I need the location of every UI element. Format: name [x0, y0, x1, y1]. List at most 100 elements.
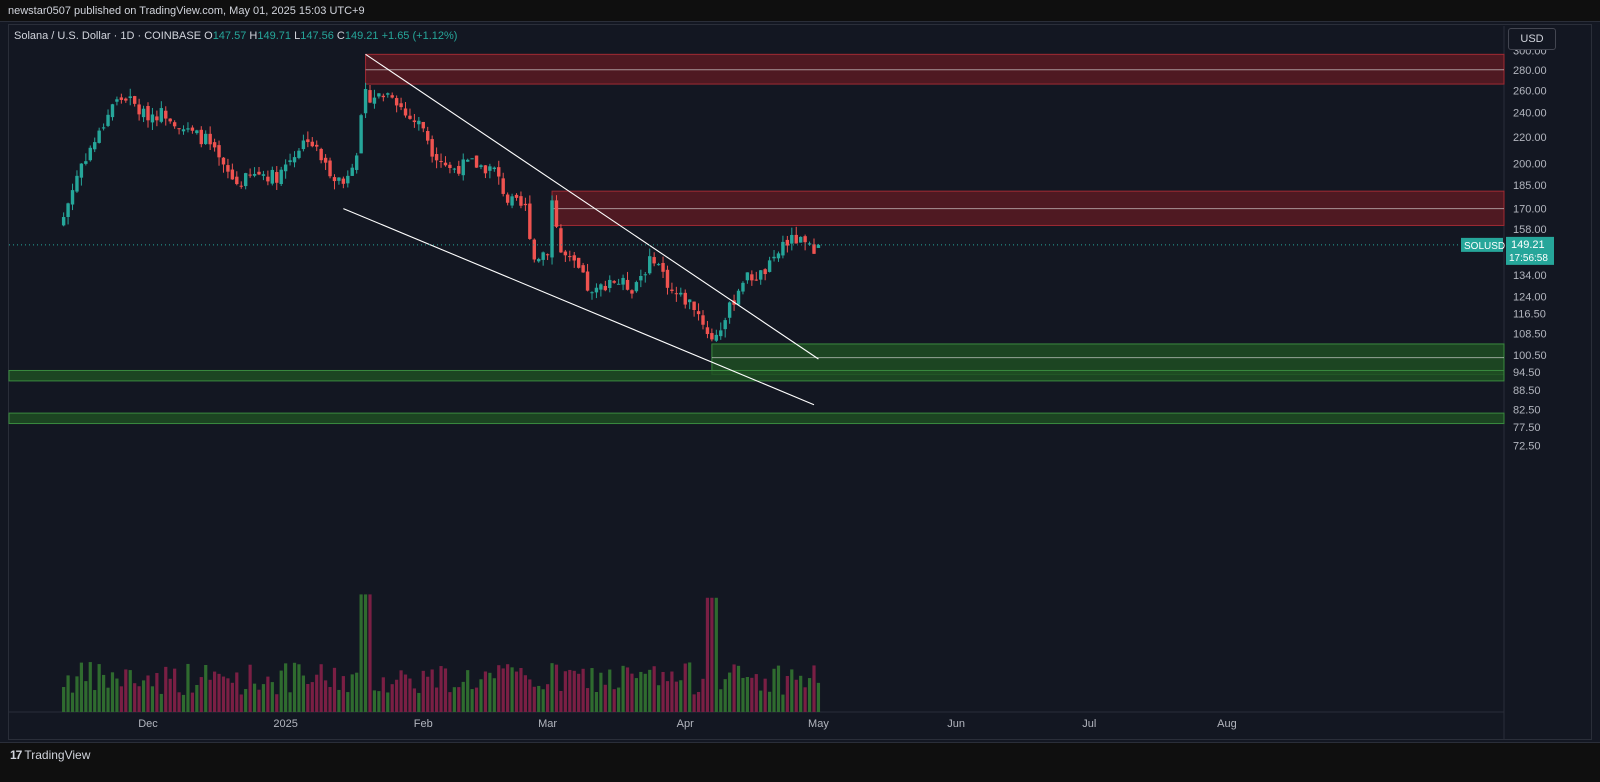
candle-body	[550, 200, 554, 258]
volume-bar	[257, 689, 261, 712]
candle-body	[75, 175, 79, 192]
volume-bar	[306, 683, 310, 712]
volume-bar	[776, 665, 781, 712]
volume-bar	[665, 681, 670, 712]
candle-body	[696, 311, 701, 315]
volume-bar	[750, 677, 754, 712]
volume-bar	[799, 675, 803, 712]
candle-body	[93, 142, 97, 150]
volume-bar	[155, 673, 159, 712]
tv-logo-icon: 17	[10, 748, 22, 762]
volume-bar	[692, 694, 696, 712]
publish-header: newstar0507 published on TradingView.com…	[0, 0, 1600, 22]
volume-bar	[319, 664, 323, 712]
candle-body	[603, 285, 608, 291]
volume-bar	[186, 663, 190, 712]
volume-bar	[315, 674, 319, 712]
y-tick-label: 108.50	[1513, 329, 1547, 341]
candle-body	[608, 279, 612, 288]
candle-body	[230, 169, 235, 180]
volume-bar	[386, 692, 390, 712]
candle-body	[150, 114, 155, 123]
candle-body	[70, 190, 75, 205]
currency-selector[interactable]: USD	[1508, 28, 1556, 50]
volume-bar	[443, 668, 448, 712]
candle-body	[767, 260, 772, 272]
volume-bar	[292, 662, 297, 712]
volume-bar	[466, 670, 470, 712]
volume-bar	[190, 692, 194, 712]
candle-body	[630, 290, 634, 294]
volume-bar	[62, 687, 66, 712]
volume-bar	[772, 668, 776, 712]
candle-body	[714, 334, 719, 341]
candle-body	[803, 236, 807, 243]
volume-bar	[226, 678, 230, 712]
ohlc-legend: Solana / U.S. Dollar · 1D · COINBASE O14…	[14, 30, 457, 42]
symbol-price-tag	[1461, 237, 1503, 252]
volume-bar	[199, 677, 203, 712]
candle-body	[146, 106, 150, 121]
volume-bar	[519, 667, 523, 712]
x-tick-label: 2025	[273, 718, 297, 730]
volume-bar	[541, 689, 545, 712]
candle-body	[306, 139, 310, 143]
candle-body	[261, 174, 266, 176]
volume-bar	[88, 662, 92, 712]
candle-body	[177, 128, 181, 130]
candle-body	[692, 301, 696, 311]
x-tick-label: May	[808, 718, 829, 730]
legend-open-label: O	[204, 30, 213, 42]
volume-bar	[181, 694, 186, 712]
volume-bar	[483, 671, 488, 712]
volume-bar	[599, 672, 603, 712]
volume-bar	[688, 662, 692, 712]
candle-body	[621, 277, 625, 285]
candle-body	[443, 162, 448, 166]
tradingview-logo[interactable]: 17 TradingView	[10, 748, 90, 762]
legend-close: 149.21	[344, 30, 379, 42]
volume-bar	[625, 667, 630, 712]
volume-bar	[763, 678, 767, 712]
volume-bar	[332, 667, 337, 712]
candle-body	[168, 118, 172, 122]
y-tick-label: 88.50	[1513, 385, 1541, 397]
volume-bar	[643, 673, 647, 712]
footer-bar: 17 TradingView	[0, 742, 1600, 782]
candle-body	[639, 275, 643, 281]
candle-body	[386, 93, 390, 95]
candle-body	[110, 104, 115, 118]
candle-body	[545, 254, 550, 256]
candle-body	[141, 108, 146, 118]
zone-support_upper	[711, 343, 1505, 376]
volume-bar	[310, 682, 314, 712]
candle-body	[363, 89, 368, 114]
volume-bar	[168, 678, 172, 712]
volume-bar	[585, 688, 590, 712]
candle-body	[656, 264, 661, 266]
volume-bar	[723, 679, 727, 712]
volume-bar	[328, 687, 332, 712]
volume-bar	[577, 673, 581, 712]
volume-bar	[288, 692, 292, 712]
volume-bar	[421, 670, 425, 712]
candle-body	[61, 217, 66, 226]
volume-bar	[230, 682, 234, 712]
chart-frame[interactable]	[8, 24, 1592, 740]
candle-body	[359, 115, 363, 154]
volume-bar	[110, 672, 115, 712]
volume-bar	[452, 687, 456, 712]
volume-bar	[608, 669, 612, 712]
candle-body	[199, 129, 203, 145]
volume-bar	[705, 597, 710, 712]
volume-bar	[133, 683, 137, 712]
volume-bar	[661, 671, 665, 712]
candle-body	[514, 194, 519, 198]
y-tick-label: 170.00	[1513, 204, 1547, 216]
candle-body	[568, 256, 572, 258]
volume-bar	[741, 677, 745, 712]
volume-bar	[510, 667, 514, 712]
candle-body	[377, 93, 381, 97]
candle-body	[368, 90, 372, 103]
